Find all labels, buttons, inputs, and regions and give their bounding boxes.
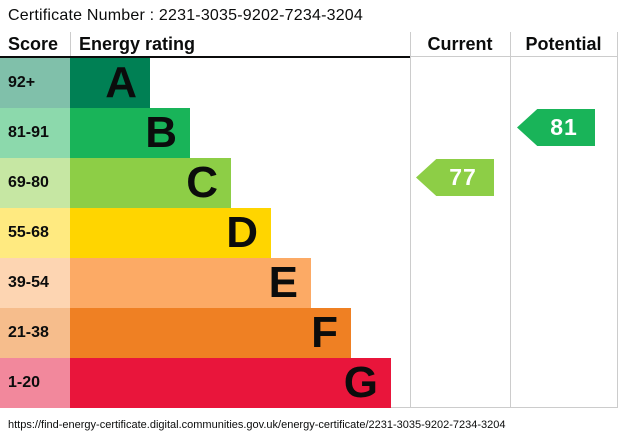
current-column [410, 32, 510, 407]
rating-row-e: 39-54 E [0, 258, 410, 308]
rating-bar-a: A [70, 58, 150, 108]
header-underline [0, 56, 410, 58]
certificate-number: Certificate Number : 2231-3035-9202-7234… [8, 7, 363, 24]
rating-row-g: 1-20 G [0, 358, 410, 408]
score-range-label: 39-54 [0, 258, 70, 308]
rating-row-a: 92+ A [0, 58, 410, 108]
rating-bar-d: D [70, 208, 271, 258]
score-range-label: 1-20 [0, 358, 70, 408]
rating-rows: 92+ A 81-91 B 69-80 C 55-68 D 39-54 E 21… [0, 58, 410, 408]
rating-row-f: 21-38 F [0, 308, 410, 358]
rating-bar-f: F [70, 308, 351, 358]
score-range-label: 21-38 [0, 308, 70, 358]
rating-row-c: 69-80 C [0, 158, 410, 208]
rating-bar-g: G [70, 358, 391, 408]
header-underline-right [410, 56, 617, 57]
column-header-potential: Potential [525, 34, 602, 54]
footer-url: https://find-energy-certificate.digital.… [8, 419, 506, 431]
score-range-label: 92+ [0, 58, 70, 108]
rating-bar-e: E [70, 258, 311, 308]
column-header-current: Current [427, 34, 493, 54]
table-bottom-border [391, 407, 618, 408]
column-header-score: Score [8, 34, 59, 54]
score-range-label: 55-68 [0, 208, 70, 258]
rating-bar-b: B [70, 108, 190, 158]
score-range-label: 69-80 [0, 158, 70, 208]
column-header-energy-rating: Energy rating [70, 32, 410, 56]
potential-column [510, 32, 618, 407]
rating-row-d: 55-68 D [0, 208, 410, 258]
score-range-label: 81-91 [0, 108, 70, 158]
rating-bar-c: C [70, 158, 231, 208]
rating-row-b: 81-91 B [0, 108, 410, 158]
